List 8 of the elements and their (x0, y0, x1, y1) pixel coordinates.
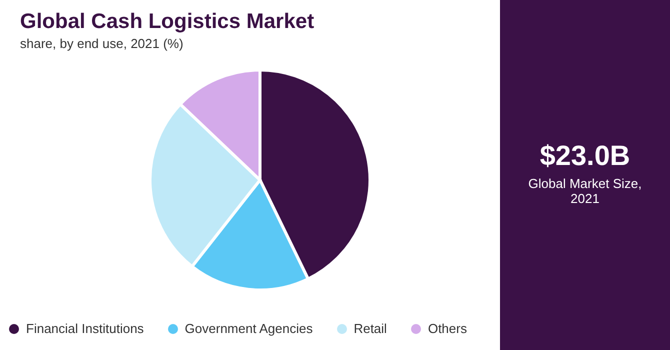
text: $23.0B (538, 140, 632, 172)
legend-label: Others (426, 321, 467, 336)
legend-label: Government Agencies (184, 321, 313, 336)
chart-subtitle: share, by end use, 2021 (%) (20, 36, 184, 51)
text: Global Market Size, 2021 (527, 176, 643, 206)
chart-title: Global Cash Logistics Market (20, 10, 314, 34)
legend-label: Financial Institutions (25, 321, 144, 336)
legend-label: Retail (352, 321, 387, 336)
